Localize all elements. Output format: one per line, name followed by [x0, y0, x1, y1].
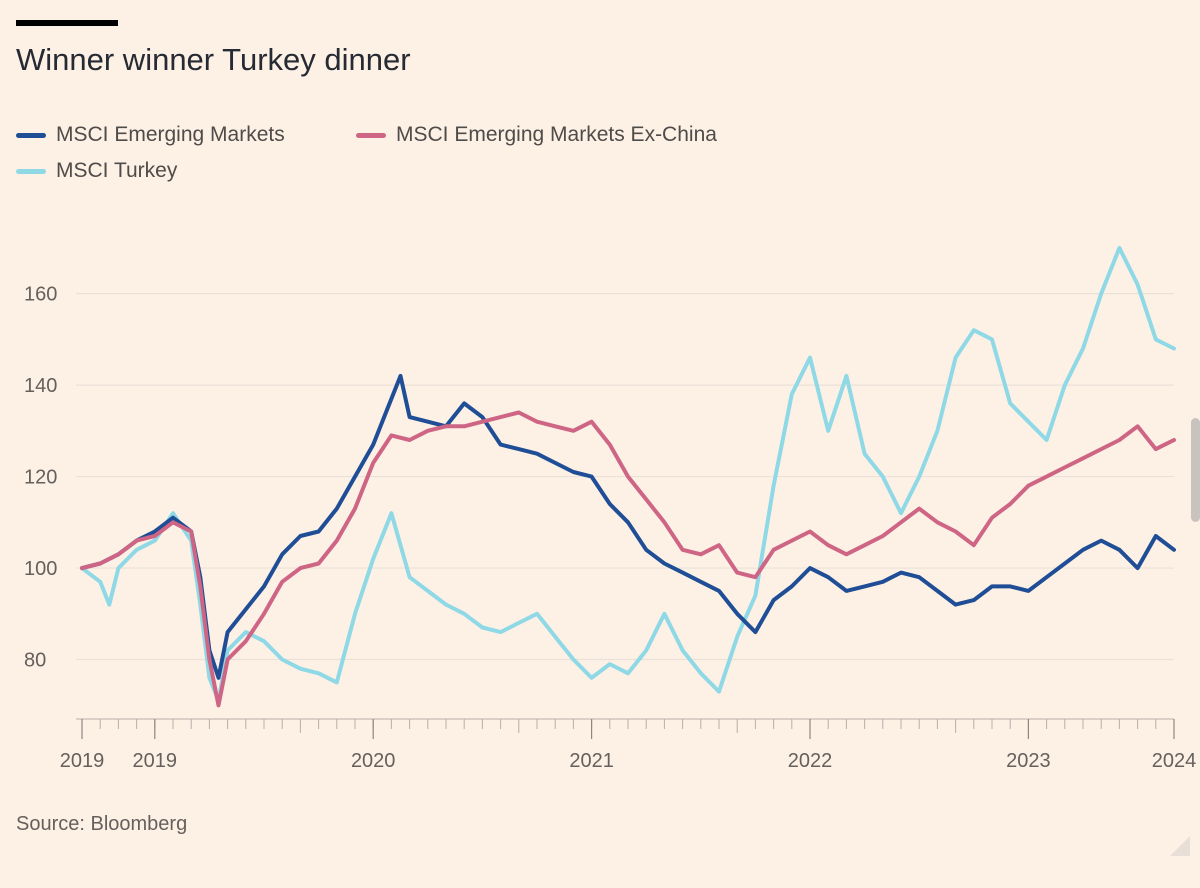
x-tick-label: 2019: [60, 750, 105, 772]
source-note: Source: Bloomberg: [16, 813, 188, 835]
y-tick-label-140: 140: [24, 375, 57, 397]
legend-swatch-msci-turkey: [16, 168, 46, 174]
gridlines: [76, 293, 1174, 661]
legend-label-msci-em: MSCI Emerging Markets: [56, 123, 285, 146]
series-line-msci-emerging-markets-ex-china: [80, 410, 1176, 708]
y-axis-labels: 80 100 120 140 160: [24, 284, 57, 672]
x-tick-label: 2021: [569, 750, 614, 772]
x-tick-label: 2023: [1006, 750, 1051, 772]
y-tick-label-120: 120: [24, 467, 57, 489]
legend-item-msci-turkey: MSCI Turkey: [16, 159, 177, 183]
x-axis: 2019 2019 2020 2021 2022 2023 2024: [60, 718, 1197, 772]
x-tick-label: 2022: [788, 750, 833, 772]
legend-item-msci-em-ex-china: MSCI Emerging Markets Ex-China: [356, 123, 717, 147]
scrollbar[interactable]: [1191, 418, 1200, 522]
series-lines: [80, 245, 1176, 708]
legend-swatch-msci-em-ex-china: [356, 132, 386, 138]
title-accent-bar: [16, 20, 118, 26]
legend-item-msci-em: MSCI Emerging Markets: [16, 123, 285, 147]
x-tick-label: 2019: [133, 750, 178, 772]
legend-label-msci-em-ex-china: MSCI Emerging Markets Ex-China: [396, 123, 717, 146]
x-tick-label: 2024: [1152, 750, 1197, 772]
y-tick-label-160: 160: [24, 284, 57, 306]
chart-title: Winner winner Turkey dinner: [16, 42, 411, 77]
x-tick-label: 2020: [351, 750, 396, 772]
legend-swatch-msci-em: [16, 132, 46, 138]
y-tick-label-80: 80: [24, 650, 46, 672]
series-line-msci-emerging-markets: [80, 373, 1176, 680]
legend-label-msci-turkey: MSCI Turkey: [56, 159, 178, 182]
resize-corner-icon[interactable]: [1170, 836, 1190, 856]
legend: MSCI Emerging Markets MSCI Emerging Mark…: [16, 120, 1016, 190]
y-tick-label-100: 100: [24, 558, 57, 580]
